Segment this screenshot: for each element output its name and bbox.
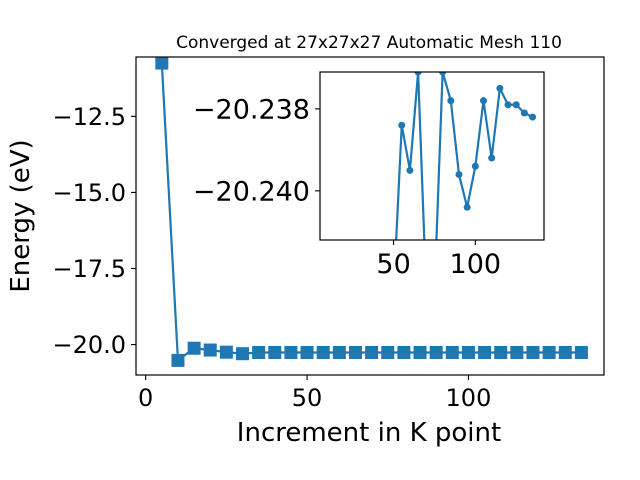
main-data-point <box>542 345 556 359</box>
main-data-point <box>558 345 572 359</box>
main-data-point <box>284 345 298 359</box>
main-data-point <box>413 345 427 359</box>
main-data-point <box>203 343 217 357</box>
inset-data-point <box>480 97 488 105</box>
main-data-point <box>429 345 443 359</box>
inset-data-point <box>471 162 479 170</box>
main-data-point <box>187 341 201 355</box>
inset-data-point <box>398 121 406 129</box>
inset-series <box>395 72 537 240</box>
main-series-0 <box>155 57 588 367</box>
inset-axes: 50 100 −20.238 −20.240 <box>193 71 545 280</box>
main-data-point <box>252 345 266 359</box>
main-x-tick-label: 0 <box>138 384 153 412</box>
inset-data-point <box>529 113 537 121</box>
inset-data-point <box>512 101 520 109</box>
main-data-point <box>348 345 362 359</box>
inset-data-point <box>463 203 471 211</box>
main-data-point <box>268 345 282 359</box>
main-x-tick-label: 100 <box>446 384 492 412</box>
inset-data-point <box>447 97 455 105</box>
main-axes: 0 50 100 −20.0 −17.5 −15.0 −12.5 <box>52 56 605 412</box>
inset-data-point <box>406 166 414 174</box>
main-chart: Converged at 27x27x27 Automatic Mesh 110… <box>6 33 605 448</box>
main-data-point <box>381 345 395 359</box>
inset-data-point <box>496 84 504 92</box>
main-data-point <box>300 345 314 359</box>
main-y-tick-label: −15.0 <box>52 179 126 207</box>
main-series <box>155 57 588 367</box>
main-data-point <box>332 345 346 359</box>
inset-data-point <box>455 170 463 178</box>
inset-y-tick-label: −20.238 <box>193 95 310 126</box>
main-data-point <box>494 345 508 359</box>
inset-x-tick-label: 50 <box>376 249 410 280</box>
main-y-tick-label: −20.0 <box>52 331 126 359</box>
inset-chart: 50 100 −20.238 −20.240 <box>193 71 545 280</box>
inset-axes-frame <box>319 71 545 241</box>
inset-data-point <box>504 101 512 109</box>
main-x-tick-label: 50 <box>292 384 323 412</box>
main-data-point <box>365 345 379 359</box>
main-data-point <box>171 353 185 367</box>
inset-data-point <box>414 72 422 76</box>
main-y-tick-label: −17.5 <box>52 255 126 283</box>
main-data-point <box>574 345 588 359</box>
inset-background <box>320 72 544 240</box>
main-data-point <box>478 345 492 359</box>
inset-data-point <box>488 154 496 162</box>
inset-x-tick-label: 100 <box>450 249 502 280</box>
main-axes-frame <box>135 56 605 376</box>
main-y-tick-label: −12.5 <box>52 103 126 131</box>
main-data-point <box>155 57 169 70</box>
inset-series-0 <box>395 72 537 240</box>
main-data-point <box>397 345 411 359</box>
main-data-point <box>445 345 459 359</box>
main-x-axis-label: Increment in K point <box>237 418 501 448</box>
inset-y-tick-label: −20.240 <box>193 177 310 208</box>
main-data-point <box>316 345 330 359</box>
main-data-point <box>526 345 540 359</box>
main-data-point <box>219 345 233 359</box>
main-data-point <box>236 347 250 361</box>
main-y-axis-label: Energy (eV) <box>6 139 36 292</box>
main-data-point <box>510 345 524 359</box>
main-chart-title: Converged at 27x27x27 Automatic Mesh 110 <box>176 33 562 53</box>
main-data-point <box>461 345 475 359</box>
inset-data-point <box>520 109 528 117</box>
inset-data-point <box>439 72 447 76</box>
